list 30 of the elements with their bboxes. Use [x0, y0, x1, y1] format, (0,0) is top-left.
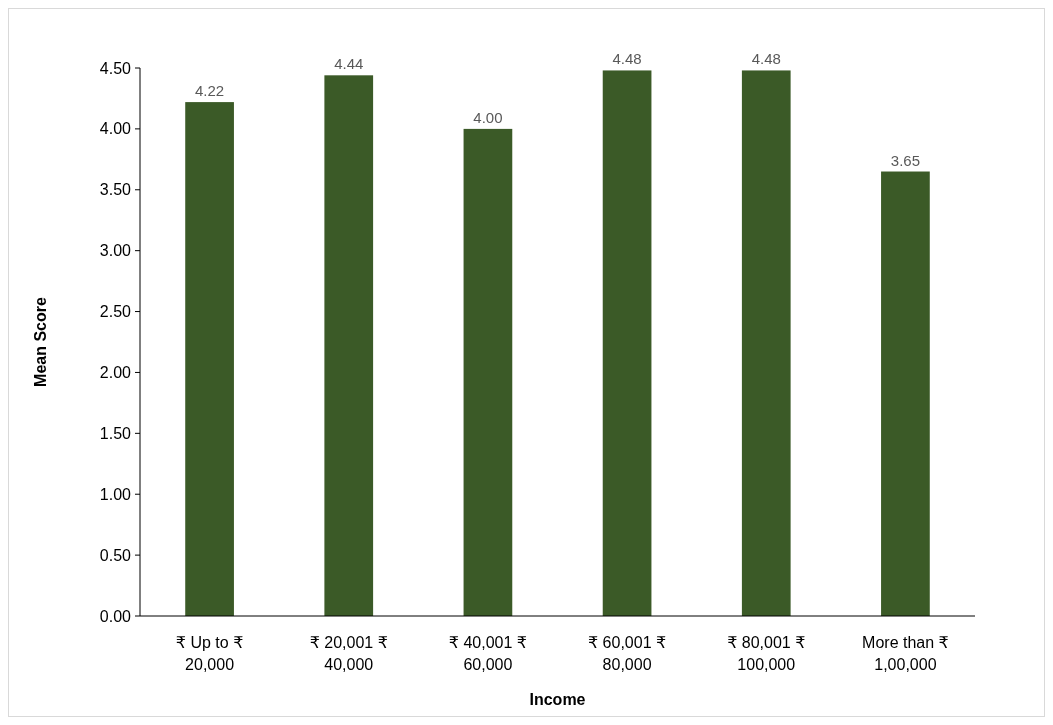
- data-label: 4.44: [334, 55, 364, 73]
- y-tick-label: 2.00: [99, 364, 132, 382]
- bar: [463, 128, 513, 616]
- y-tick-label: 4.50: [99, 59, 132, 77]
- y-tick-label: 1.50: [99, 424, 132, 442]
- data-label: 4.22: [194, 82, 225, 100]
- y-tick-label: 0.00: [99, 607, 132, 625]
- y-tick-label: 0.50: [99, 546, 132, 564]
- bar: [881, 171, 930, 616]
- y-tick-label: 3.00: [99, 242, 132, 260]
- x-axis-title: Income: [529, 691, 586, 708]
- x-tick-label: ₹ 80,001 ₹ 100,000: [727, 634, 806, 673]
- data-label: 4.48: [751, 50, 781, 68]
- y-tick-label: 2.50: [99, 303, 132, 321]
- x-tick-label: ₹ 40,001 ₹ 60,000: [448, 634, 528, 673]
- data-label: 3.65: [890, 151, 921, 169]
- bar: [602, 70, 652, 616]
- bar: [324, 75, 374, 616]
- x-tick-label: More than ₹ 1,00,000: [862, 634, 949, 673]
- y-tick-label: 4.00: [99, 120, 132, 138]
- x-tick-label: ₹ 60,001 ₹ 80,000: [587, 634, 667, 673]
- data-label: 4.48: [612, 50, 642, 68]
- x-tick-label: ₹ 20,001 ₹ 40,000: [309, 634, 388, 673]
- data-label: 4.00: [473, 108, 503, 126]
- y-tick-label: 3.50: [99, 181, 132, 199]
- y-axis-title: Mean Score: [32, 296, 49, 387]
- bar: [741, 70, 791, 616]
- x-tick-label: ₹ Up to ₹ 20,000: [175, 634, 244, 673]
- bar: [185, 102, 234, 616]
- y-tick-label: 1.00: [99, 485, 132, 503]
